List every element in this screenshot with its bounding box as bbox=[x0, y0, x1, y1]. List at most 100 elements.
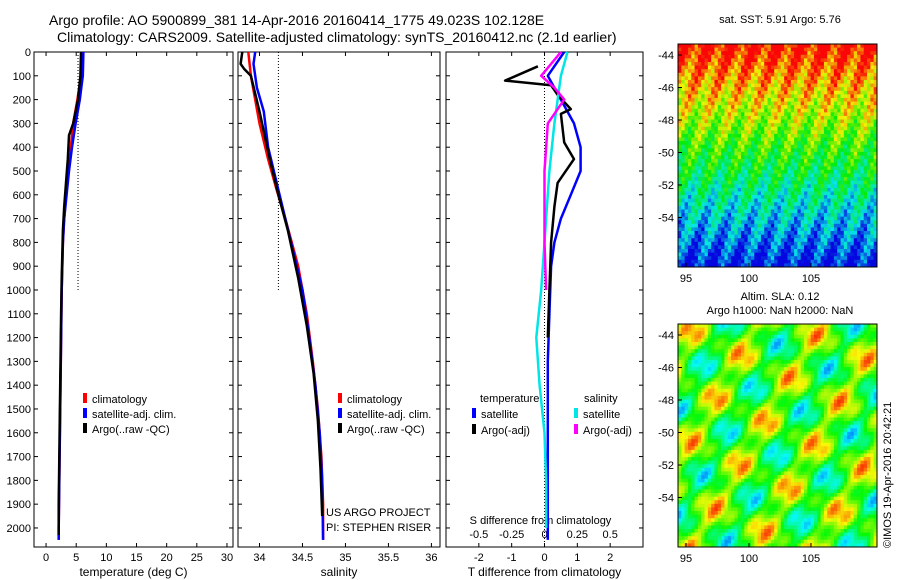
map-cell bbox=[804, 367, 808, 372]
map-cell bbox=[873, 155, 878, 160]
map-cell bbox=[837, 213, 841, 218]
map-cell bbox=[721, 195, 725, 200]
map-cell bbox=[860, 177, 865, 182]
map-cell bbox=[843, 241, 848, 246]
map-cell bbox=[717, 252, 722, 257]
legend-swatch bbox=[338, 393, 342, 403]
map-cell bbox=[704, 324, 709, 328]
map-cell bbox=[707, 356, 712, 361]
map-cell bbox=[754, 241, 758, 246]
map-cell bbox=[870, 133, 875, 138]
map-cell bbox=[694, 141, 699, 146]
map-cell bbox=[727, 241, 732, 246]
map-cell bbox=[681, 115, 686, 120]
map-cell bbox=[757, 177, 762, 182]
map-cell bbox=[704, 205, 709, 210]
map-cell bbox=[704, 249, 709, 254]
map-cell bbox=[853, 213, 858, 218]
map-cell bbox=[873, 69, 878, 74]
map-cell bbox=[784, 169, 788, 174]
map-cell bbox=[760, 352, 765, 357]
map-cell bbox=[827, 83, 831, 88]
map-cell bbox=[813, 359, 818, 364]
map-cell bbox=[684, 97, 689, 102]
map-cell bbox=[711, 198, 715, 203]
map-cell bbox=[794, 177, 798, 182]
map-cell bbox=[804, 238, 808, 243]
map-cell bbox=[684, 69, 689, 74]
map-cell bbox=[760, 87, 765, 92]
map-cell bbox=[833, 169, 838, 174]
map-cell bbox=[757, 356, 762, 361]
map-cell bbox=[777, 79, 782, 84]
map-cell bbox=[817, 191, 822, 196]
map-cell bbox=[767, 159, 772, 164]
map-cell bbox=[704, 97, 709, 102]
map-cell bbox=[820, 327, 825, 332]
map-cell bbox=[741, 180, 745, 185]
map-cell bbox=[863, 187, 868, 192]
map-cell bbox=[873, 184, 878, 189]
map-cell bbox=[810, 166, 815, 171]
map-cell bbox=[694, 331, 699, 336]
map-cell bbox=[830, 87, 835, 92]
map-cell bbox=[711, 97, 715, 102]
map-cell bbox=[780, 234, 785, 239]
map-cell bbox=[817, 252, 822, 257]
map-cell bbox=[787, 159, 792, 164]
map-cell bbox=[770, 83, 775, 88]
map-cell bbox=[714, 87, 719, 92]
map-cell bbox=[754, 169, 758, 174]
map-cell bbox=[734, 359, 739, 364]
map-cell bbox=[807, 184, 812, 189]
x-tick-label: 30 bbox=[221, 552, 233, 564]
map-cell bbox=[794, 363, 798, 368]
map-cell bbox=[744, 370, 749, 375]
map-cell bbox=[764, 205, 768, 210]
map-cell bbox=[747, 359, 752, 364]
map-cell bbox=[857, 83, 861, 88]
map-cell bbox=[857, 151, 861, 156]
map-cell bbox=[774, 47, 778, 52]
map-cell bbox=[820, 169, 825, 174]
map-cell bbox=[813, 245, 818, 250]
map-cell bbox=[850, 141, 855, 146]
map-cell bbox=[707, 184, 712, 189]
map-cell bbox=[757, 115, 762, 120]
map-cell bbox=[813, 87, 818, 92]
map-cell bbox=[747, 238, 752, 243]
map-cell bbox=[724, 209, 729, 214]
map-cell bbox=[843, 162, 848, 167]
map-cell bbox=[857, 137, 861, 142]
map-cell bbox=[724, 54, 729, 59]
map-cell bbox=[747, 108, 752, 113]
map-cell bbox=[807, 166, 812, 171]
map-cell bbox=[870, 352, 875, 357]
map-cell bbox=[714, 166, 719, 171]
map-cell bbox=[744, 126, 749, 131]
map-cell bbox=[697, 238, 702, 243]
map-cell bbox=[870, 112, 875, 117]
map-cell bbox=[810, 97, 815, 102]
map-cell bbox=[757, 213, 762, 218]
map-cell bbox=[750, 334, 755, 339]
map-cell bbox=[701, 367, 705, 372]
map-cell bbox=[787, 90, 792, 95]
map-cell bbox=[681, 238, 686, 243]
map-cell bbox=[684, 331, 689, 336]
map-cell bbox=[774, 213, 778, 218]
map-cell bbox=[684, 137, 689, 142]
map-cell bbox=[681, 79, 686, 84]
map-cell bbox=[790, 234, 795, 239]
map-cell bbox=[867, 263, 871, 268]
map-cell bbox=[843, 249, 848, 254]
map-cell bbox=[853, 76, 858, 81]
map-cell bbox=[724, 61, 729, 66]
map-cell bbox=[813, 159, 818, 164]
map-cell bbox=[737, 51, 742, 56]
map-cell bbox=[850, 51, 855, 56]
map-cell bbox=[790, 112, 795, 117]
map-cell bbox=[770, 159, 775, 164]
map-cell bbox=[721, 324, 725, 328]
map-cell bbox=[790, 263, 795, 268]
